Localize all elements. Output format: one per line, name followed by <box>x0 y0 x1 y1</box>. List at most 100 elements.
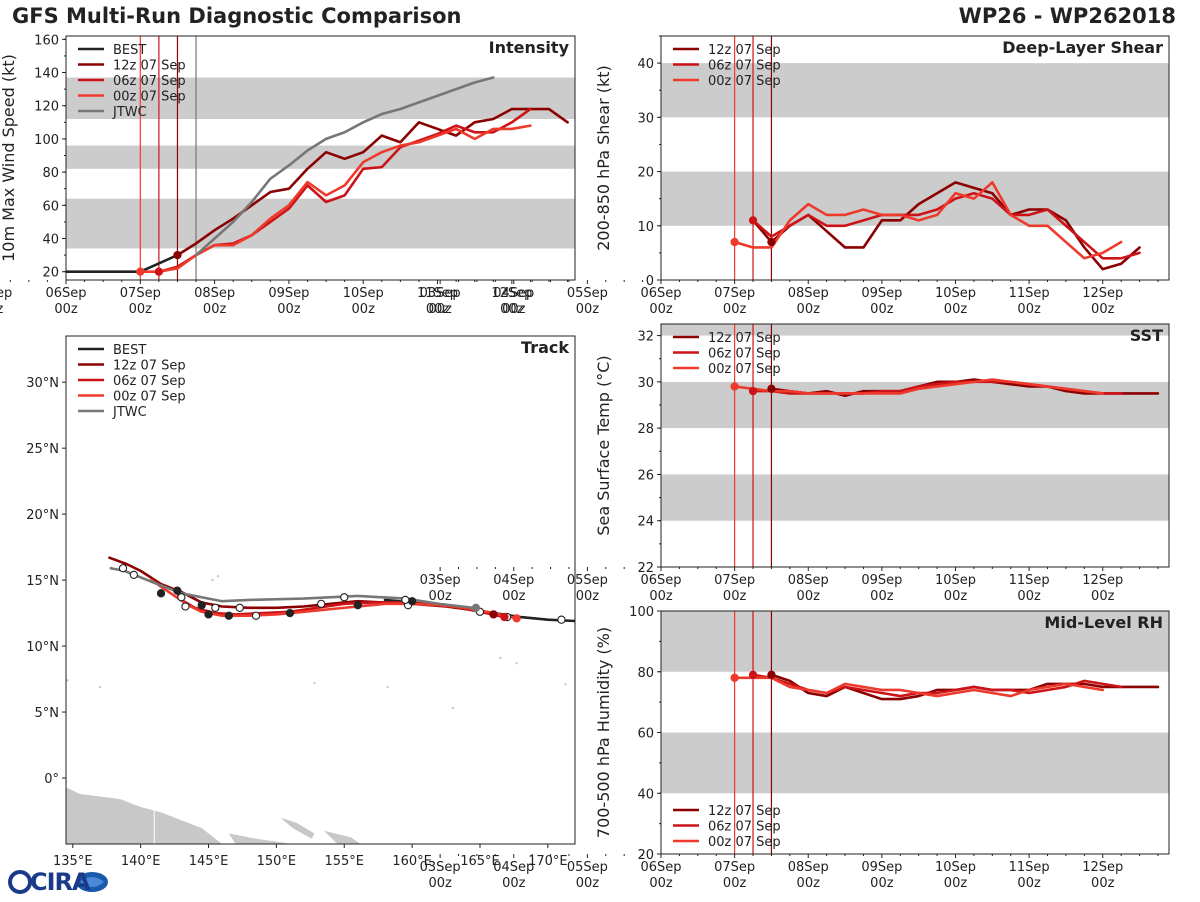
data-marker <box>317 599 326 609</box>
landmass <box>323 830 361 844</box>
landmass <box>280 817 315 839</box>
y-tick-label: 120 <box>34 100 59 115</box>
x-tick-label-date: 10Sep <box>935 286 976 301</box>
data-marker <box>211 603 220 612</box>
x-tick-label-date: 08Sep <box>788 573 829 588</box>
data-marker <box>340 593 349 602</box>
y-tick-label: 28 <box>637 422 654 437</box>
data-marker <box>767 670 776 679</box>
x-tick-label: 140°E <box>121 854 161 869</box>
data-marker <box>471 603 481 612</box>
x-tick-label-date: 11Sep <box>1009 286 1050 301</box>
x-tick-label-date: 10Sep <box>935 573 976 588</box>
x-tick-label-date: 05Sep <box>567 860 608 875</box>
data-marker <box>489 610 498 619</box>
island <box>66 679 69 682</box>
y-tick-label: 15°N <box>26 574 59 589</box>
data-marker <box>730 382 739 391</box>
panel-title: Track <box>521 338 569 357</box>
x-tick-label-hour: 00z <box>428 589 452 604</box>
panel-intensity: 2040608010012014016003Sep00z04Sep00z05Se… <box>0 33 576 317</box>
x-tick-label-hour: 00z <box>1091 302 1115 317</box>
x-tick-label-hour: 00z <box>797 589 821 604</box>
cira-swirl-icon <box>8 870 108 894</box>
x-tick-label-date: 04Sep <box>493 573 534 588</box>
legend-label: JTWC <box>112 105 147 120</box>
legend-label: 06z 07 Sep <box>708 820 781 835</box>
panel-sst: 22242628303203Sep00z04Sep00z05Sep00z06Se… <box>420 323 1170 604</box>
y-tick-label: 26 <box>637 468 654 483</box>
x-tick-label-hour: 00z <box>944 302 968 317</box>
island <box>499 656 502 660</box>
data-marker <box>767 237 776 247</box>
legend-label: 12z 07 Sep <box>113 59 186 74</box>
x-tick-label-hour: 00z <box>870 876 894 891</box>
threshold-band <box>661 171 1169 226</box>
legend-label: 12z 07 Sep <box>708 331 781 346</box>
y-tick-label: 24 <box>637 515 654 530</box>
data-marker <box>177 593 186 602</box>
threshold-band <box>661 63 1169 118</box>
series-line-00z-07-sep <box>139 124 532 274</box>
x-tick-label-hour: 00z <box>649 589 673 604</box>
x-tick-label-hour: 00z <box>54 302 78 317</box>
panel-title: SST <box>1130 326 1163 345</box>
landmass <box>228 833 290 844</box>
x-tick-label-date: 10Sep <box>935 860 976 875</box>
series-line-jtwc <box>194 76 495 257</box>
y-tick-label: 60 <box>42 199 59 214</box>
y-tick-label: 140 <box>34 67 59 82</box>
x-tick-label-hour: 00z <box>723 589 747 604</box>
x-tick-label: 170°E <box>528 854 568 869</box>
y-tick-label: 10°N <box>26 640 59 655</box>
x-tick-label-date: 12Sep <box>491 286 532 301</box>
x-tick-label-date: 09Sep <box>861 286 902 301</box>
x-tick-label-hour: 00z <box>1017 302 1041 317</box>
x-tick-label-hour: 00z <box>428 876 452 891</box>
plot-frame <box>65 35 576 281</box>
x-tick-label-hour: 00z <box>502 302 526 317</box>
x-tick-label-date: 12Sep <box>1082 860 1123 875</box>
data-marker <box>224 611 234 620</box>
threshold-band <box>661 611 1169 672</box>
data-marker <box>129 570 139 579</box>
panel-title: Deep-Layer Shear <box>1002 38 1163 57</box>
series-line-00z-07-sep <box>733 676 1105 698</box>
x-tick-label-date: 05Sep <box>567 573 608 588</box>
y-tick-label: 80 <box>42 166 59 181</box>
data-marker <box>136 267 145 276</box>
x-tick-label-date: 06Sep <box>640 573 681 588</box>
legend-label: 06z 07 Sep <box>708 347 781 362</box>
storm-id: WP26 - WP262018 <box>958 4 1176 28</box>
island <box>451 706 455 710</box>
x-tick-label: 150°E <box>257 854 297 869</box>
y-tick-label: 0 <box>646 274 654 289</box>
island <box>216 574 220 578</box>
x-tick-label-hour: 00z <box>352 302 376 317</box>
x-tick-label-hour: 00z <box>649 302 673 317</box>
plot-area-rh <box>661 611 1169 854</box>
x-tick-label-hour: 00z <box>649 876 673 891</box>
data-marker <box>500 612 509 622</box>
island <box>98 685 102 689</box>
x-tick-label-date: 07Sep <box>714 860 755 875</box>
x-tick-label-hour: 00z <box>576 876 600 891</box>
data-marker <box>557 615 566 624</box>
island <box>313 681 316 685</box>
panel-title: Mid-Level RH <box>1044 613 1163 632</box>
x-tick-label-date: 09Sep <box>861 573 902 588</box>
x-tick-label-date: 10Sep <box>343 286 384 301</box>
y-tick-label: 20 <box>637 848 654 863</box>
threshold-band <box>66 198 575 249</box>
x-tick-label-hour: 00z <box>0 302 4 317</box>
y-tick-label: 80 <box>637 666 654 681</box>
series-line-jtwc <box>109 566 475 610</box>
island <box>211 578 214 582</box>
x-tick-label-date: 09Sep <box>861 860 902 875</box>
legend-label: 06z 07 Sep <box>708 59 781 74</box>
panel-rh: 2040608010003Sep00z04Sep00z05Sep00z06Sep… <box>420 605 1170 891</box>
plot-frame <box>660 35 1170 281</box>
legend-label: 00z 07 Sep <box>113 390 186 405</box>
panel-title: Intensity <box>489 38 570 57</box>
x-tick-label-date: 08Sep <box>788 286 829 301</box>
